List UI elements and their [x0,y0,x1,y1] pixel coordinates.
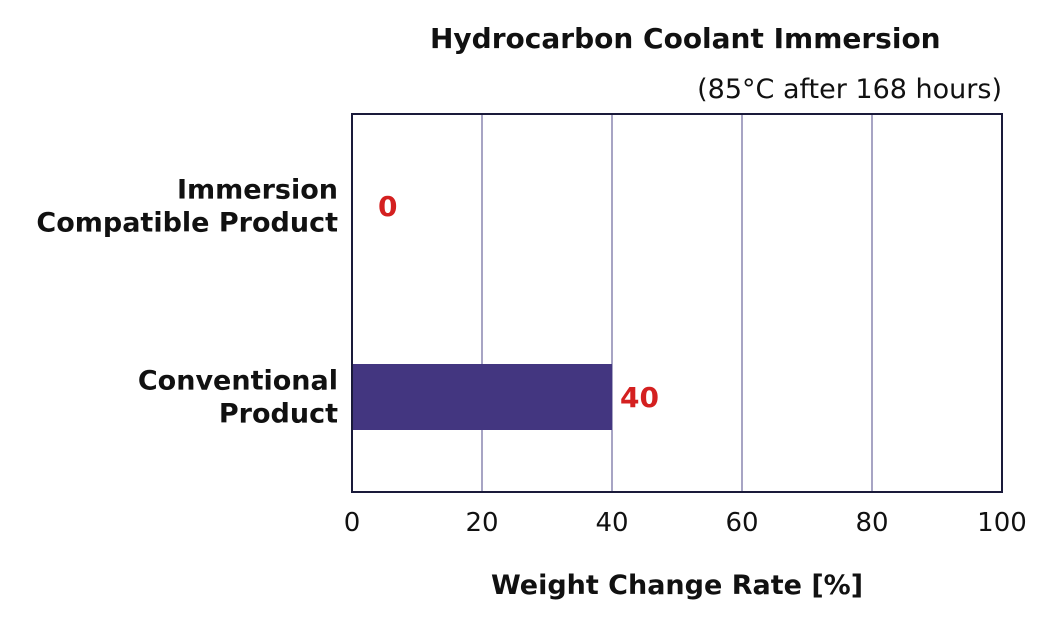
chart-subtitle: (85°C after 168 hours) [697,74,1002,105]
category-label-line: Product [219,399,338,430]
plot-frame [351,113,1003,493]
category-label: Immersion Compatible Product [36,175,338,239]
bars [352,364,612,430]
category-label-line: Immersion [177,175,338,206]
chart-title: Hydrocarbon Coolant Immersion [430,22,941,55]
x-tick-label: 80 [855,508,888,538]
x-tick-label: 20 [465,508,498,538]
x-tick-label: 60 [725,508,758,538]
data-label: 0 [378,190,397,223]
x-tick-label: 100 [977,508,1027,538]
category-label: Conventional Product [138,366,338,430]
x-tick-label: 0 [344,508,361,538]
labels: 0 20 40 60 80 100 Immersion Compatible Product 0… [36,175,1026,539]
data-label: 40 [620,381,659,414]
gridlines [481,114,873,492]
category-label-line: Compatible Product [36,208,338,239]
x-axis-title: Weight Change Rate [%] [491,570,863,601]
bar-1 [352,364,612,430]
x-tick-label: 40 [595,508,628,538]
category-label-line: Conventional [138,366,338,397]
